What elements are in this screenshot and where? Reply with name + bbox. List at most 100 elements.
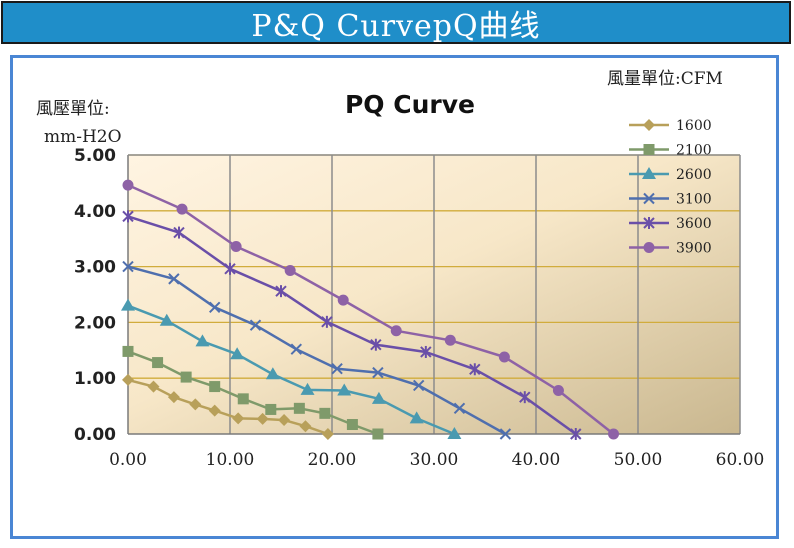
marker-stroke: [453, 402, 466, 415]
data-point: [552, 384, 564, 396]
legend-label: 3900: [676, 241, 712, 257]
legend-label: 3600: [676, 216, 712, 232]
series-1600: [122, 373, 334, 440]
data-point: [372, 366, 384, 379]
series-line: [127, 265, 507, 436]
data-point: [208, 301, 221, 314]
data-point: [265, 367, 280, 380]
series-3900: [122, 179, 620, 440]
y-tick-label: 5.00: [74, 146, 116, 166]
data-point: [420, 345, 432, 358]
data-point: [265, 403, 277, 415]
marker-stroke: [499, 428, 512, 440]
data-point: [290, 343, 303, 355]
legend-marker: [643, 217, 655, 229]
data-point: [300, 382, 315, 395]
data-point: [319, 407, 331, 419]
y-tick-label: 0.00: [74, 425, 116, 445]
data-point: [122, 210, 134, 223]
x-tick-label: 0.00: [109, 450, 147, 470]
data-point: [208, 404, 221, 417]
legend-item-3100: 3100: [629, 192, 712, 208]
x-tick-label: 20.00: [308, 450, 357, 470]
series-line: [127, 350, 379, 436]
x-tick-label: 50.00: [614, 450, 663, 470]
data-point: [608, 428, 620, 440]
data-point: [152, 357, 164, 369]
x-tick-label: 40.00: [512, 450, 561, 470]
marker-stroke: [122, 260, 134, 273]
legend-marker: [643, 119, 655, 131]
data-point: [121, 298, 135, 311]
data-point: [293, 402, 305, 414]
marker-stroke: [331, 363, 343, 375]
data-point: [176, 203, 188, 215]
data-point: [447, 427, 462, 439]
data-point: [275, 285, 287, 298]
legend-label: 3100: [676, 192, 712, 208]
data-point: [230, 347, 245, 360]
legend-marker: [642, 167, 656, 179]
data-point: [168, 273, 180, 285]
legend-label: 2100: [676, 143, 712, 159]
y-tick-label: 2.00: [74, 313, 116, 333]
data-point: [444, 334, 456, 346]
data-point: [249, 319, 262, 331]
data-point: [224, 262, 236, 275]
data-point: [372, 428, 384, 440]
x-tick-label: 10.00: [206, 450, 255, 470]
legend-marker: [643, 144, 655, 155]
marker-stroke: [412, 379, 425, 392]
data-point: [122, 373, 134, 386]
y-tick-label: 1.00: [74, 369, 116, 389]
series-3600: [122, 210, 582, 440]
data-point: [519, 391, 531, 404]
banner-title: P&Q CurvepQ曲线: [251, 8, 541, 44]
legend-item-2600: 2600: [629, 167, 712, 183]
series-line: [127, 215, 577, 436]
data-point: [122, 260, 134, 273]
legend-marker: [643, 242, 655, 253]
legend-label: 1600: [676, 118, 712, 134]
data-point: [370, 338, 382, 351]
data-point: [284, 265, 296, 277]
legend-label: 2600: [676, 167, 712, 183]
marker-stroke: [249, 319, 262, 331]
x-tick-label: 30.00: [410, 450, 459, 470]
data-point: [237, 393, 249, 405]
x-tick-label: 60.00: [716, 450, 765, 470]
title-banner: P&Q CurvepQ曲线: [1, 1, 791, 44]
data-point: [412, 379, 425, 392]
chart-title: PQ Curve: [345, 90, 475, 119]
legend-item-1600: 1600: [629, 118, 712, 134]
data-point: [409, 411, 424, 424]
data-point: [331, 363, 343, 375]
legend-item-2100: 2100: [629, 143, 712, 159]
data-point: [159, 313, 174, 326]
data-point: [299, 420, 312, 433]
data-point: [469, 363, 481, 376]
data-point: [122, 179, 134, 191]
series-line: [127, 378, 329, 436]
series-2100: [122, 345, 384, 440]
series-line: [127, 304, 455, 436]
data-point: [499, 428, 512, 440]
series-2600: [121, 298, 462, 439]
data-point: [453, 402, 466, 415]
marker-stroke: [372, 366, 384, 379]
marker-stroke: [208, 301, 221, 314]
data-point: [195, 334, 210, 347]
marker-stroke: [643, 192, 655, 205]
data-point: [390, 325, 402, 337]
y-axis-label: 風壓單位:: [36, 99, 110, 119]
data-point: [230, 241, 242, 253]
data-point: [122, 345, 134, 357]
y-axis-unit: mm-H2O: [44, 127, 122, 147]
data-point: [180, 371, 192, 383]
data-point: [371, 391, 386, 404]
data-point: [173, 226, 185, 239]
data-point: [321, 428, 334, 440]
y-tick-label: 4.00: [74, 202, 116, 222]
